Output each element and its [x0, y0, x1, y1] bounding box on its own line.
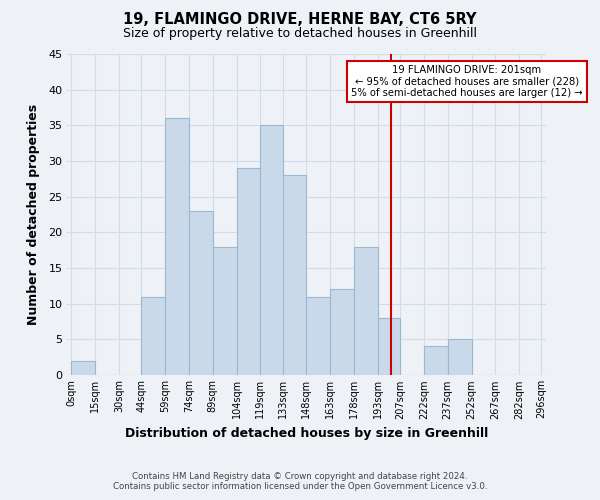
Text: 19, FLAMINGO DRIVE, HERNE BAY, CT6 5RY: 19, FLAMINGO DRIVE, HERNE BAY, CT6 5RY	[123, 12, 477, 28]
Bar	[354, 246, 378, 375]
Bar	[71, 360, 95, 375]
Bar	[307, 296, 330, 375]
Text: 19 FLAMINGO DRIVE: 201sqm
← 95% of detached houses are smaller (228)
5% of semi-: 19 FLAMINGO DRIVE: 201sqm ← 95% of detac…	[351, 64, 583, 98]
Text: Contains HM Land Registry data © Crown copyright and database right 2024.
Contai: Contains HM Land Registry data © Crown c…	[113, 472, 487, 491]
X-axis label: Distribution of detached houses by size in Greenhill: Distribution of detached houses by size …	[125, 427, 488, 440]
Bar	[236, 168, 260, 375]
Y-axis label: Number of detached properties: Number of detached properties	[27, 104, 40, 325]
Text: Size of property relative to detached houses in Greenhill: Size of property relative to detached ho…	[123, 28, 477, 40]
Bar	[424, 346, 448, 375]
Bar	[213, 246, 236, 375]
Bar	[165, 118, 189, 375]
Bar	[141, 296, 165, 375]
Bar	[283, 176, 307, 375]
Bar	[378, 318, 400, 375]
Bar	[189, 211, 213, 375]
Bar	[260, 126, 283, 375]
Bar	[330, 290, 354, 375]
Bar	[448, 340, 472, 375]
